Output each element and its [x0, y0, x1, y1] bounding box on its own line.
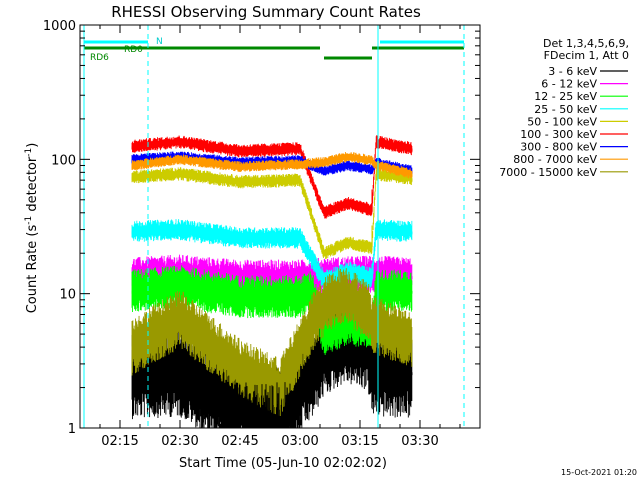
y-axis-label-main: Count Rate (s: [25, 225, 40, 314]
x-tick-label-03-15: 03:15: [341, 434, 378, 449]
x-tick-label-03-00: 03:00: [281, 434, 318, 449]
y-tick-label-1000: 1000: [43, 19, 76, 34]
series-800-7000-kev: [131, 152, 413, 179]
rd0-flag-label: RD0: [124, 45, 143, 55]
y-tick-label-1: 1: [68, 422, 76, 437]
series-50-100-kev: [131, 167, 413, 259]
y-axis-label-mid: detector: [25, 156, 40, 216]
x-axis-label: Start Time (05-Jun-10 02:02:02): [179, 456, 387, 471]
saa-flag-label: N: [156, 37, 163, 47]
x-tick-label-02-15: 02:15: [101, 434, 138, 449]
plot-area: [131, 135, 413, 428]
legend-label-3-6-kev: 3 - 6 keV: [548, 65, 597, 78]
series-trace-25-50-kev: [131, 219, 413, 290]
legend-label-100-300-kev: 100 - 300 keV: [520, 128, 597, 141]
series-3-6-kev-floor-trace: [199, 382, 301, 428]
series-100-300-kev: [131, 135, 413, 219]
legend-label-800-7000-kev: 800 - 7000 keV: [513, 153, 597, 166]
x-tick-label-02-45: 02:45: [221, 434, 258, 449]
series-7000-15000-kev: [131, 268, 413, 417]
x-tick-label-03-30: 03:30: [401, 434, 438, 449]
x-tick-label-02-30: 02:30: [161, 434, 198, 449]
chart-title: RHESSI Observing Summary Count Rates: [111, 3, 421, 21]
footer-date: 15-Oct-2021 01:20: [561, 468, 637, 477]
legend-label-7000-15000-kev: 7000 - 15000 keV: [499, 166, 597, 179]
legend-header-1: FDecim 1, Att 0: [544, 49, 629, 62]
y-axis-label-sup2: -1: [24, 148, 34, 157]
legend-label-12-25-kev: 12 - 25 keV: [534, 90, 597, 103]
axes: 02:15 02:30 02:45 03:00 03:15 03:30 1 10 100 1000: [43, 19, 481, 449]
rd6-flag-label: RD6: [90, 53, 109, 63]
y-axis-label-end: ): [25, 143, 40, 148]
series-3-6-kev-floor: [199, 382, 301, 428]
legend: Det 1,3,4,5,6,9,FDecim 1, Att 0 3 - 6 keV…: [499, 37, 629, 179]
y-tick-label-10: 10: [59, 288, 76, 303]
y-tick-label-100: 100: [51, 153, 76, 168]
legend-label-6-12-kev: 6 - 12 keV: [541, 78, 597, 91]
y-axis-label: Count Rate (s-1 detector-1): [24, 143, 40, 314]
legend-label-25-50-kev: 25 - 50 keV: [534, 103, 597, 116]
series-trace-100-300-kev: [131, 135, 413, 219]
legend-label-300-800-kev: 300 - 800 keV: [520, 141, 597, 154]
legend-label-50-100-kev: 50 - 100 keV: [527, 115, 597, 128]
flag-markers: N RD0 RD6: [83, 25, 465, 428]
legend-header-0: Det 1,3,4,5,6,9,: [543, 37, 629, 50]
series-25-50-kev: [131, 219, 413, 290]
y-axis-label-sup1: -1: [24, 216, 34, 225]
